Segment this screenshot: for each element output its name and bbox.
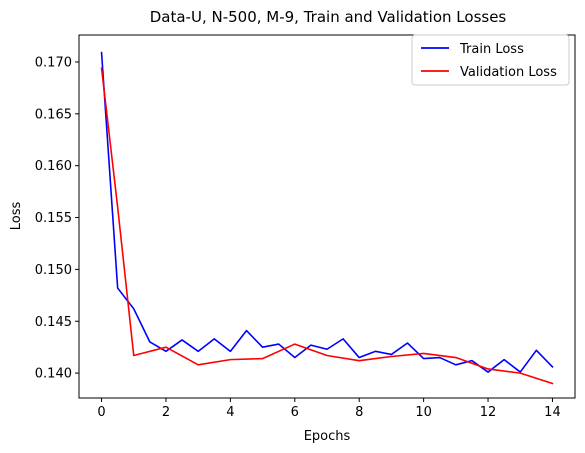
plot-content	[100, 51, 554, 385]
x-tick-label: 2	[162, 405, 170, 420]
legend-label-validation: Validation Loss	[460, 65, 557, 80]
y-tick-label: 0.160	[35, 159, 72, 174]
y-tick-label: 0.140	[35, 367, 72, 382]
y-axis-label: Loss	[9, 202, 24, 231]
plot-frame	[78, 34, 576, 399]
y-tick-label: 0.170	[35, 55, 72, 70]
x-tick-label: 14	[544, 405, 561, 420]
legend-box	[411, 34, 570, 86]
series-line-validation-loss	[100, 67, 554, 385]
x-tick-label: 12	[480, 405, 497, 420]
x-tick-label: 10	[415, 405, 432, 420]
x-tick-label: 6	[291, 405, 299, 420]
y-tick-label: 0.155	[35, 211, 72, 226]
x-axis-label: Epochs	[304, 429, 351, 444]
x-axis-ticks: 0 2 4 6 8 10 12 14	[97, 398, 561, 420]
y-tick-label: 0.165	[35, 107, 72, 122]
chart-title: Data-U, N-500, M-9, Train and Validation…	[150, 8, 507, 26]
y-tick-label: 0.150	[35, 263, 72, 278]
x-tick-label: 0	[97, 405, 105, 420]
y-tick-label: 0.145	[35, 315, 72, 330]
legend: Train Loss Validation Loss	[411, 34, 570, 86]
series-line-train-loss	[100, 51, 554, 373]
legend-label-train: Train Loss	[459, 42, 524, 57]
x-tick-label: 8	[355, 405, 363, 420]
y-axis-ticks: 0.140 0.145 0.150 0.155 0.160 0.165 0.170	[35, 55, 79, 382]
x-tick-label: 4	[226, 405, 234, 420]
